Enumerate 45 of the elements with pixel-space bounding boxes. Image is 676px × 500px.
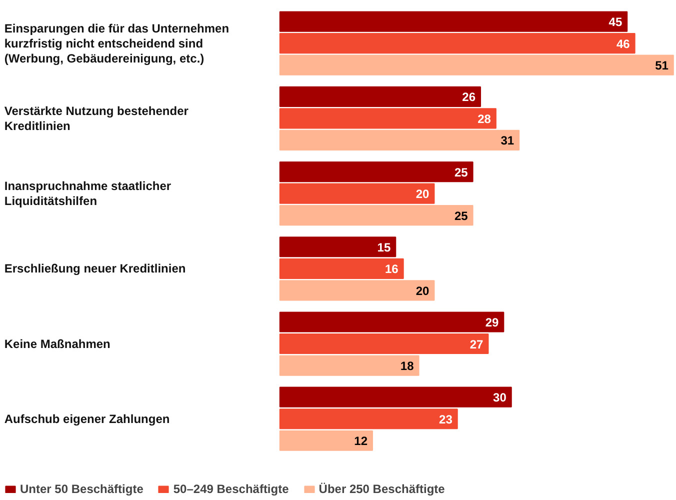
data-label: 16 <box>385 262 399 276</box>
data-label: 29 <box>485 315 499 330</box>
bar <box>279 54 674 76</box>
data-label: 25 <box>454 208 468 223</box>
y-tick-label: Inanspruchnahme staatlicher Liquiditätshilfen <box>4 179 172 208</box>
bar <box>279 355 420 376</box>
legend-label: 50–249 Beschäftigte <box>173 482 289 496</box>
y-tick-label: Einsparungen die für das Unternehmen kurzfristig nicht entscheidend sind (Werbung, Gebäudereinigung, etc.) <box>4 21 230 66</box>
bar <box>279 86 482 107</box>
data-label: 27 <box>470 337 484 352</box>
bar <box>279 108 496 129</box>
bar <box>279 258 404 279</box>
bar <box>279 312 504 332</box>
bar <box>279 430 373 451</box>
data-label: 30 <box>493 390 507 405</box>
legend-label: Über 250 Beschäftigte <box>318 482 445 496</box>
bar <box>279 386 512 408</box>
bar <box>279 205 474 226</box>
legend-label: Unter 50 Beschäftigte <box>20 482 144 496</box>
bar <box>279 408 458 430</box>
bar <box>279 333 489 354</box>
data-label: 25 <box>454 165 468 180</box>
bar <box>279 183 435 204</box>
y-tick-label: Erschließung neuer Kreditlinien <box>4 262 186 276</box>
data-label: 15 <box>377 240 391 254</box>
data-label: 18 <box>400 359 414 374</box>
bar <box>279 236 396 258</box>
data-label: 20 <box>416 284 430 298</box>
bar <box>279 11 628 32</box>
y-tick-label: Aufschub eigener Zahlungen <box>4 412 170 426</box>
data-label: 45 <box>608 15 622 30</box>
data-label: 31 <box>500 134 514 148</box>
bar <box>279 280 435 301</box>
data-label: 12 <box>354 434 368 448</box>
data-label: 20 <box>416 187 430 202</box>
data-label: 51 <box>655 58 669 73</box>
data-label: 26 <box>462 90 476 104</box>
y-tick-label: Verstärkte Nutzung bestehender Kreditlinien <box>4 104 189 133</box>
data-label: 28 <box>478 112 492 126</box>
data-label: 23 <box>439 412 453 426</box>
y-tick-label: Keine Maßnahmen <box>4 336 110 351</box>
data-label: 46 <box>616 36 630 51</box>
bar <box>279 130 520 151</box>
bar <box>279 161 474 182</box>
bar <box>279 33 636 54</box>
